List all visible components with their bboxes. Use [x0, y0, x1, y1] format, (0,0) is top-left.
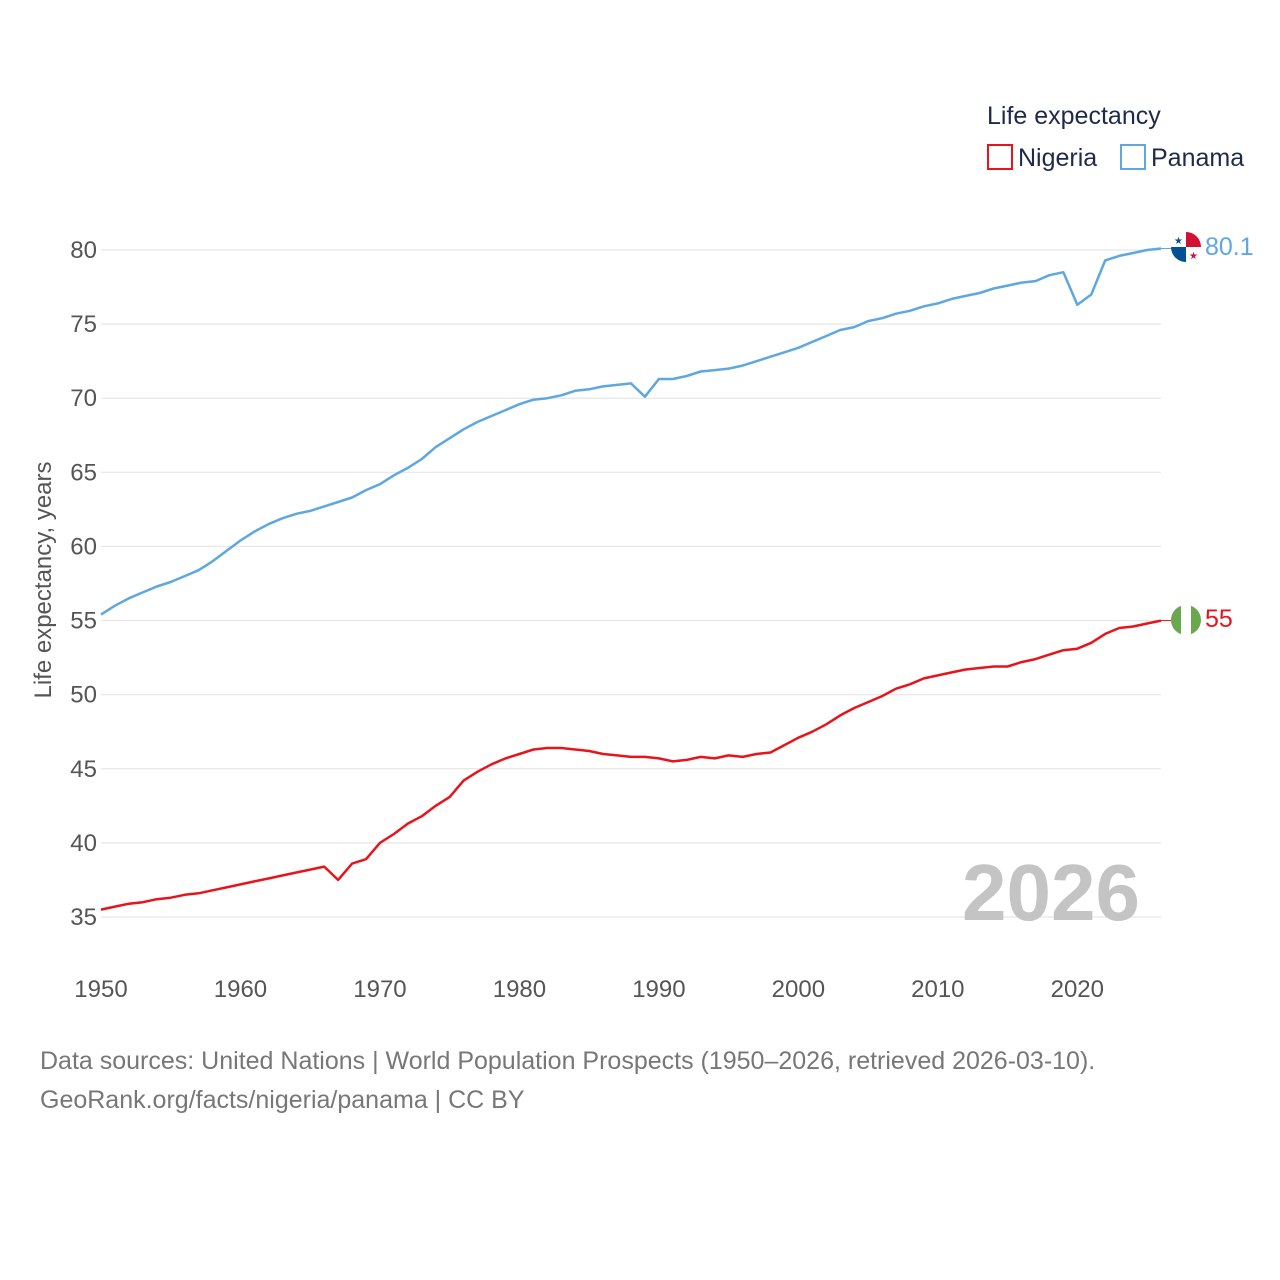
panama-end-value: 80.1 — [1205, 233, 1254, 261]
legend-label-nigeria[interactable]: Nigeria — [1018, 144, 1097, 172]
x-tick-label: 2000 — [772, 976, 825, 1003]
legend-swatch-nigeria[interactable] — [987, 144, 1013, 170]
attribution-link[interactable]: GeoRank.org/facts/nigeria/panama | CC BY — [40, 1086, 525, 1114]
x-tick-label: 1980 — [493, 976, 546, 1003]
y-tick-label: 80 — [70, 237, 97, 264]
svg-text:★: ★ — [1189, 251, 1198, 262]
legend-swatch-panama[interactable] — [1120, 144, 1146, 170]
footer: Data sources: United Nations | World Pop… — [40, 1042, 1095, 1120]
y-tick-label: 50 — [70, 682, 97, 709]
panama-flag-icon: ★ ★ — [1171, 232, 1201, 262]
legend: Life expectancy Nigeria Panama — [987, 102, 1244, 172]
x-tick-label: 1970 — [353, 976, 406, 1003]
nigeria-end-value: 55 — [1205, 605, 1233, 633]
svg-text:★: ★ — [1174, 236, 1183, 247]
gridlines — [101, 249, 1161, 918]
year-watermark: 2026 — [962, 848, 1140, 937]
y-tick-label: 75 — [70, 311, 97, 338]
x-tick-label: 1960 — [214, 976, 267, 1003]
x-tick-label: 2020 — [1051, 976, 1104, 1003]
y-tick-label: 40 — [70, 830, 97, 857]
y-tick-label: 35 — [70, 904, 97, 931]
legend-title: Life expectancy — [987, 102, 1161, 130]
y-tick-label: 65 — [70, 459, 97, 486]
y-tick-label: 55 — [70, 608, 97, 635]
series-lines — [100, 247, 1172, 911]
x-tick-label: 1990 — [632, 976, 685, 1003]
series-line-nigeria[interactable] — [100, 619, 1162, 911]
nigeria-flag-icon — [1171, 605, 1201, 635]
legend-label-panama[interactable]: Panama — [1151, 144, 1244, 172]
y-tick-label: 45 — [70, 756, 97, 783]
x-tick-label: 2010 — [911, 976, 964, 1003]
x-tick-labels: 1950 1960 1970 1980 1990 2000 2010 2020 — [74, 976, 1104, 1003]
x-tick-label: 1950 — [74, 976, 127, 1003]
series-line-panama[interactable] — [100, 247, 1162, 616]
y-axis-label: Life expectancy, years — [30, 461, 57, 698]
data-source-text: Data sources: United Nations | World Pop… — [40, 1047, 1096, 1075]
y-tick-labels: 35 40 45 50 55 60 65 70 75 80 — [70, 237, 97, 931]
y-tick-label: 60 — [70, 533, 97, 560]
y-tick-label: 70 — [70, 385, 97, 412]
